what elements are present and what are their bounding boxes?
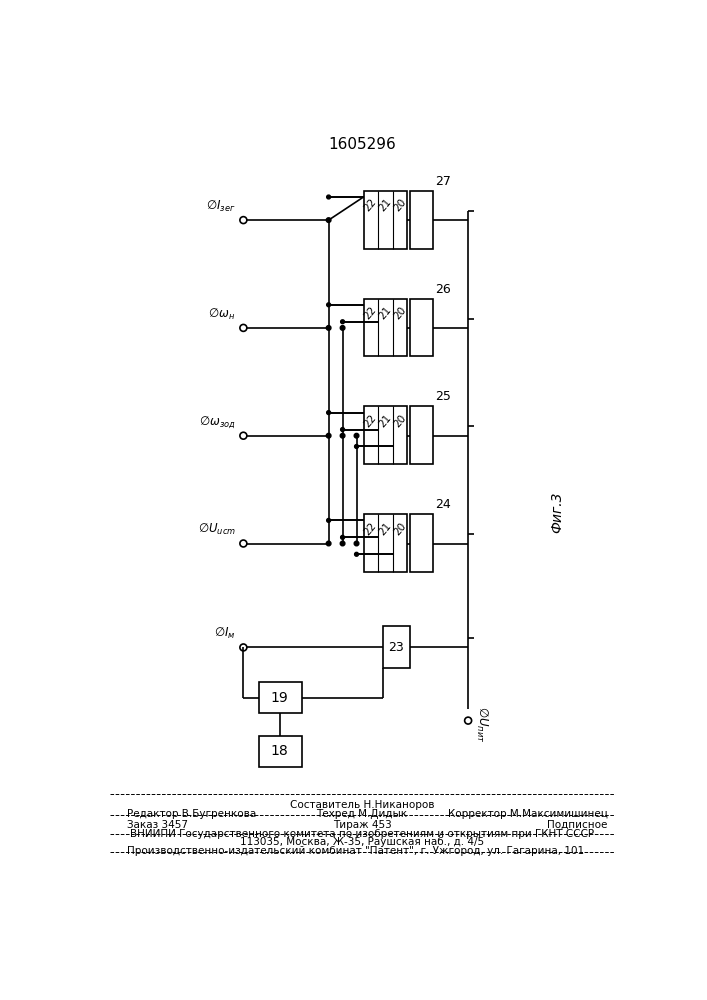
Text: 21: 21 — [377, 305, 393, 321]
Text: 21: 21 — [377, 413, 393, 429]
Bar — [259, 682, 301, 713]
Text: 20: 20 — [392, 305, 408, 321]
Text: 22: 22 — [363, 305, 378, 321]
Circle shape — [340, 326, 345, 330]
Text: $\varnothing \omega_{зод}$: $\varnothing \omega_{зод}$ — [199, 414, 235, 430]
Text: $\varnothing U_{пит}$: $\varnothing U_{пит}$ — [474, 706, 489, 743]
Text: Корректор М.Максимишинец: Корректор М.Максимишинец — [448, 809, 607, 819]
Circle shape — [327, 433, 331, 438]
Text: ВНИИПИ Государственного комитета по изобретениям и открытиям при ГКНТ СССР: ВНИИПИ Государственного комитета по изоб… — [130, 829, 594, 839]
Circle shape — [327, 518, 331, 522]
Circle shape — [327, 326, 331, 330]
Text: 20: 20 — [392, 520, 408, 537]
Circle shape — [355, 445, 358, 448]
Circle shape — [354, 433, 359, 438]
Text: $\varnothing \omega_н$: $\varnothing \omega_н$ — [209, 307, 235, 322]
Text: 20: 20 — [392, 197, 408, 213]
Text: 21: 21 — [377, 197, 393, 214]
Circle shape — [355, 552, 358, 556]
Circle shape — [341, 535, 344, 539]
Circle shape — [341, 320, 344, 324]
Text: Составитель Н.Никаноров: Составитель Н.Никаноров — [290, 800, 434, 810]
Text: 27: 27 — [435, 175, 450, 188]
Text: 22: 22 — [363, 413, 378, 429]
Bar — [363, 191, 407, 249]
Text: $\varnothing I_{зег}$: $\varnothing I_{зег}$ — [206, 199, 235, 214]
Text: 20: 20 — [392, 413, 408, 429]
Text: 26: 26 — [435, 283, 450, 296]
Bar — [259, 736, 301, 767]
Circle shape — [327, 195, 331, 199]
Bar — [410, 514, 433, 572]
Text: 23: 23 — [388, 641, 404, 654]
Text: 24: 24 — [435, 498, 450, 511]
Text: Редактор В.Бугренкова: Редактор В.Бугренкова — [127, 809, 257, 819]
Text: Фиг.3: Фиг.3 — [550, 492, 564, 533]
Text: 18: 18 — [271, 744, 288, 758]
Bar — [363, 514, 407, 572]
Circle shape — [340, 433, 345, 438]
Text: Подписное: Подписное — [547, 820, 607, 830]
Bar — [363, 406, 407, 464]
Text: 19: 19 — [271, 690, 288, 704]
Text: 25: 25 — [435, 390, 450, 403]
Text: 22: 22 — [363, 197, 378, 214]
Circle shape — [327, 303, 331, 307]
Text: 21: 21 — [377, 520, 393, 537]
Text: 1605296: 1605296 — [328, 137, 396, 152]
Bar — [410, 191, 433, 249]
Text: Техред М.Дидык: Техред М.Дидык — [317, 809, 407, 819]
Circle shape — [327, 411, 331, 415]
Bar — [363, 299, 407, 356]
Bar — [383, 626, 410, 668]
Circle shape — [341, 428, 344, 431]
Circle shape — [327, 218, 331, 222]
Text: Производственно-издательский комбинат "Патент", г. Ужгород, ул. Гагарина, 101: Производственно-издательский комбинат "П… — [127, 846, 584, 856]
Text: Заказ 3457: Заказ 3457 — [127, 820, 188, 830]
Text: Тираж 453: Тираж 453 — [332, 820, 392, 830]
Circle shape — [340, 541, 345, 546]
Bar — [410, 299, 433, 356]
Text: 22: 22 — [363, 520, 378, 537]
Text: $\varnothing I_м$: $\varnothing I_м$ — [214, 626, 235, 641]
Circle shape — [354, 541, 359, 546]
Text: 113035, Москва, Ж-35, Раушская наб., д. 4/5: 113035, Москва, Ж-35, Раушская наб., д. … — [240, 837, 484, 847]
Bar — [410, 406, 433, 464]
Text: $\varnothing U_{ucm}$: $\varnothing U_{ucm}$ — [197, 522, 235, 537]
Circle shape — [327, 541, 331, 546]
